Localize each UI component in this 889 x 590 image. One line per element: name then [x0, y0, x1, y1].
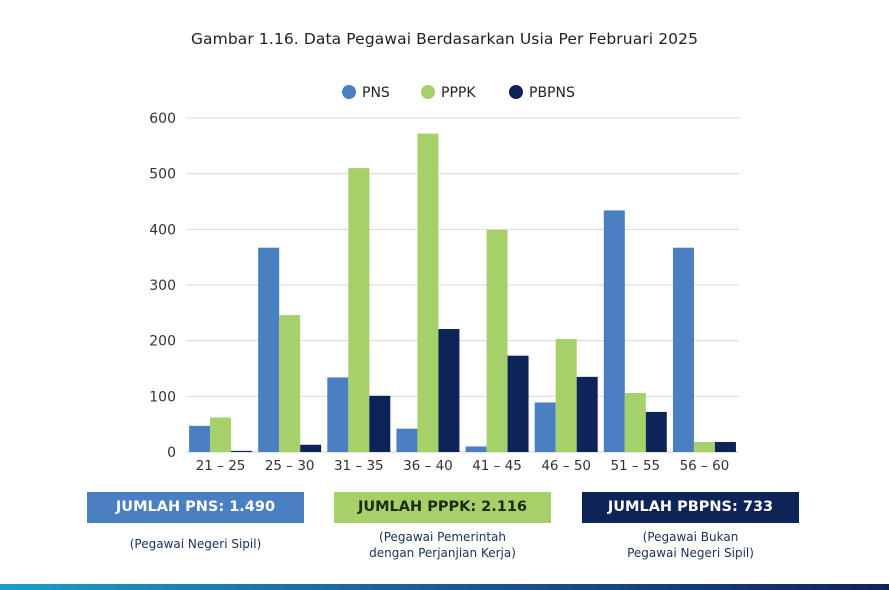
bottom-stripe — [0, 584, 889, 590]
legend-swatch-pbpns — [509, 85, 523, 99]
y-tick-label: 400 — [149, 222, 176, 238]
x-tick-label: 31 – 35 — [334, 458, 384, 474]
y-tick-label: 200 — [149, 334, 176, 350]
bar-pbpns — [300, 444, 322, 452]
bar-pbpns — [369, 395, 391, 452]
summary-pbpns-box: JUMLAH PBPNS: 733 — [582, 492, 799, 523]
legend-swatch-pns — [342, 85, 356, 99]
x-tick-label: 46 – 50 — [541, 458, 591, 474]
y-tick-label: 300 — [149, 278, 176, 294]
x-tick-label: 21 – 25 — [196, 458, 246, 474]
bar-pns — [189, 425, 211, 452]
bar-pppk — [210, 417, 232, 452]
bar-pppk — [279, 315, 301, 452]
summary-pbpns-note-line2: Pegawai Negeri Sipil) — [627, 546, 754, 560]
bar-pbpns — [645, 411, 667, 452]
x-tick-label: 56 – 60 — [680, 458, 730, 474]
bar-pns — [465, 446, 487, 452]
bar-pppk — [417, 133, 439, 452]
bar-chart: 0 100 200 300 400 500 600 21 – 25 25 – 30 31 – 35… — [149, 85, 739, 474]
summary-pbpns-note-line1: (Pegawai Bukan — [642, 530, 739, 544]
summary-pns-note: (Pegawai Negeri Sipil) — [87, 536, 304, 552]
bar-pbpns — [507, 355, 529, 452]
legend-label-pns: PNS — [362, 85, 390, 101]
summary-pppk-note-line1: (Pegawai Pemerintah — [379, 530, 506, 544]
bar-pbpns — [576, 376, 598, 452]
summary-pppk-note: (Pegawai Pemerintah dengan Perjanjian Ke… — [334, 529, 551, 561]
x-tick-label: 41 – 45 — [472, 458, 522, 474]
bar-pppk — [348, 168, 370, 452]
y-tick-label: 500 — [149, 167, 176, 183]
summary-pns-box: JUMLAH PNS: 1.490 — [87, 492, 304, 523]
bar-pppk — [624, 392, 646, 452]
x-tick-label: 51 – 55 — [610, 458, 660, 474]
bar-pppk — [486, 229, 508, 452]
legend-label-pbpns: PBPNS — [529, 85, 575, 101]
bar-pns — [396, 428, 418, 452]
bar-pns — [534, 402, 556, 452]
x-tick-label: 36 – 40 — [403, 458, 453, 474]
bar-pns — [258, 247, 280, 452]
bar-pbpns — [438, 328, 460, 452]
chart-title: Gambar 1.16. Data Pegawai Berdasarkan Us… — [190, 30, 699, 48]
y-tick-label: 0 — [167, 445, 176, 461]
summary-pns-note-line1: (Pegawai Negeri Sipil) — [129, 537, 262, 551]
y-tick-label: 600 — [149, 111, 176, 127]
x-tick-label: 25 – 30 — [265, 458, 315, 474]
bar-pns — [672, 247, 694, 452]
bar-pppk — [693, 441, 715, 452]
bar-pppk — [555, 338, 577, 452]
summary-pbpns-note: (Pegawai Bukan Pegawai Negeri Sipil) — [582, 529, 799, 561]
legend-swatch-pppk — [421, 85, 435, 99]
bar-pbpns — [231, 450, 253, 452]
bar-pbpns — [714, 441, 736, 452]
bar-pns — [327, 377, 349, 452]
bar-pns — [603, 210, 625, 452]
summary-pppk-box: JUMLAH PPPK: 2.116 — [334, 492, 551, 523]
y-tick-label: 100 — [149, 389, 176, 405]
summary-pppk-note-line2: dengan Perjanjian Kerja) — [369, 546, 516, 560]
legend-label-pppk: PPPK — [441, 85, 476, 101]
